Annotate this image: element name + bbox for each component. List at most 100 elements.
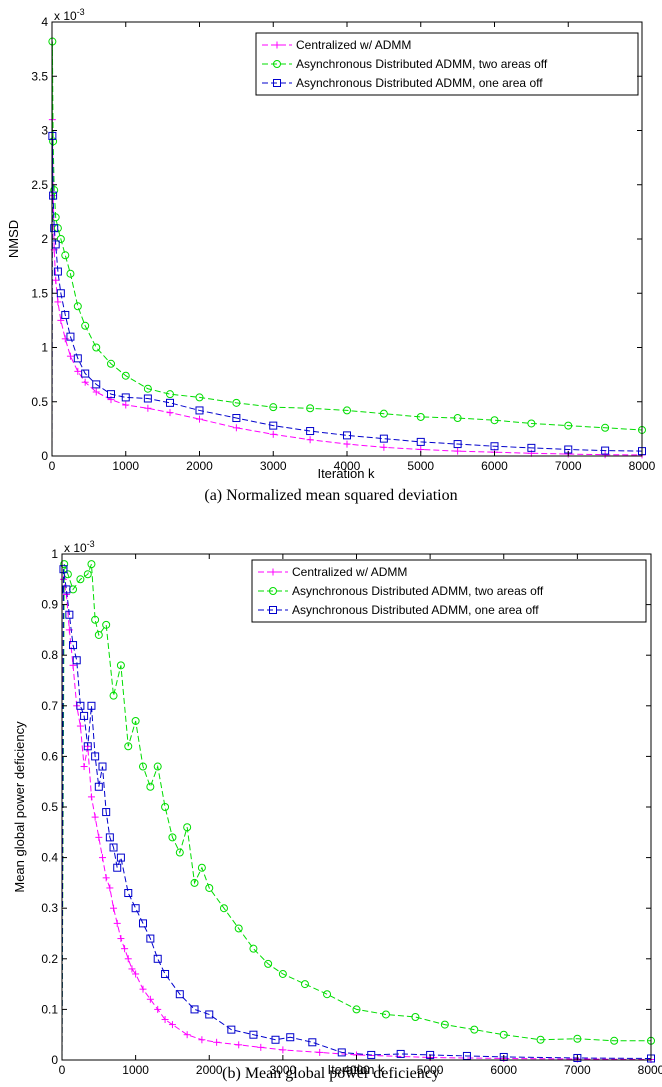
chart-b-series-line (61, 563, 651, 1061)
chart-b-series-line (61, 579, 652, 1061)
chart-a-data-point (73, 354, 82, 363)
y-tick-label: 0.9 (41, 598, 58, 612)
chart-a-exponent-label: x 10-3 (54, 7, 85, 23)
chart-b-data-point (83, 742, 92, 751)
chart-a-data-point (379, 434, 388, 443)
chart-a-data-point (53, 267, 62, 276)
chart-a-legend-item: Centralized w/ ADMM (262, 38, 411, 52)
chart-b-data-point (105, 833, 114, 842)
chart-b-data-point (116, 853, 125, 862)
chart-b-data-point (87, 560, 96, 569)
chart-a-data-point (66, 269, 75, 278)
chart-b-data-point (113, 919, 121, 927)
chart-b-data-point (59, 565, 68, 574)
chart-b-data-point (573, 1053, 582, 1062)
chart-a-data-point (343, 431, 351, 440)
chart-b-data-point (87, 793, 95, 801)
chart-b-data-point (198, 1036, 206, 1044)
chart-b-series-2 (59, 565, 655, 1063)
chart-b-data-point (161, 1016, 169, 1024)
chart-a-data-point (564, 421, 573, 430)
y-tick-label: 0 (51, 1053, 58, 1067)
chart-a-data-point (453, 440, 462, 449)
chart-b-data-point (308, 1038, 317, 1047)
chart-b-data-point (146, 782, 155, 791)
chart-b-data-point (219, 904, 228, 913)
y-tick-label: 1.5 (31, 286, 48, 300)
chart-a-x-axis-label: Iteration k (317, 466, 375, 481)
chart-a: x 10-3 Iteration k NMSD Centralized w/ A… (6, 7, 656, 481)
x-tick-label: 7000 (555, 459, 582, 473)
chart-a-data-point (81, 321, 90, 330)
x-tick-label: 5000 (417, 1063, 444, 1077)
chart-a-data-point (56, 235, 65, 243)
x-tick-label: 6000 (490, 1063, 517, 1077)
chart-a-data-point (232, 398, 241, 407)
chart-a-y-axis-label: NMSD (6, 220, 21, 258)
chart-b-legend: Centralized w/ ADMM Asynchronous Distribu… (251, 559, 647, 623)
chart-a-data-point (195, 406, 204, 415)
chart-b-data-point (235, 1041, 243, 1049)
chart-b-data-point (102, 808, 111, 817)
chart-b-legend-item: Centralized w/ ADMM (258, 565, 407, 579)
y-tick-label: 0.7 (41, 699, 58, 713)
legend-marker (273, 41, 281, 49)
chart-b-data-point (183, 1031, 191, 1039)
chart-b-data-point (91, 813, 99, 821)
chart-b-data-point (102, 874, 110, 882)
chart-a-data-point (269, 430, 277, 438)
chart-b-data-point (367, 1050, 376, 1059)
chart-b-data-point (76, 701, 85, 710)
chart-b-y-axis-label: Mean global power deficiency (12, 721, 27, 893)
y-tick-label: 2 (41, 232, 48, 246)
chart-a-data-point (527, 443, 536, 452)
chart-b-data-point (116, 661, 125, 670)
y-tick-label: 0.3 (41, 901, 58, 915)
chart-a-data-point (166, 398, 174, 407)
chart-a-data-point (143, 384, 152, 393)
chart-a-data-point (196, 415, 203, 423)
chart-a-data-point (601, 451, 609, 459)
chart-a-data-point (269, 421, 278, 430)
legend-marker (269, 606, 277, 614)
chart-a-data-point (601, 423, 610, 432)
chart-b-data-point (205, 883, 214, 892)
chart-a-data-point (490, 442, 499, 451)
chart-b-data-point (278, 969, 287, 978)
chart-b-data-point (168, 833, 177, 842)
y-tick-label: 2.5 (31, 178, 48, 192)
chart-b-data-point (234, 924, 243, 933)
chart-b-data-point (161, 803, 170, 811)
chart-b-plot-area (59, 560, 655, 1063)
chart-a-legend-box (255, 32, 639, 96)
chart-b-data-point (249, 944, 258, 953)
y-tick-label: 4 (41, 15, 48, 29)
caption-b: (b) Mean global power deficiency (222, 1065, 440, 1082)
chart-b-data-point (153, 762, 162, 771)
chart-b-data-point (227, 1025, 236, 1034)
chart-b-data-point (139, 985, 147, 993)
chart-a-data-point (379, 409, 388, 418)
chart-a-data-point (81, 378, 89, 386)
chart-b-data-point (190, 878, 199, 887)
chart-a-data-point (122, 401, 130, 409)
chart-a-series-line (51, 119, 643, 457)
legend-label: Asynchronous Distributed ADMM, one area … (292, 603, 539, 617)
x-tick-label: 6000 (481, 459, 508, 473)
y-tick-label: 0.8 (41, 648, 58, 662)
chart-a-data-point (49, 137, 58, 146)
y-tick-label: 1 (51, 547, 58, 561)
chart-b-data-point (264, 959, 273, 968)
y-tick-label: 0.2 (41, 952, 58, 966)
chart-b-data-point (279, 1046, 287, 1054)
chart-a-data-point (453, 414, 462, 423)
chart-b-data-point (146, 934, 155, 943)
x-tick-label: 2000 (186, 459, 213, 473)
chart-a-data-point (269, 403, 278, 412)
chart-b-data-point (175, 848, 184, 857)
legend-label: Asynchronous Distributed ADMM, two areas… (292, 584, 544, 598)
y-tick-label: 0.4 (41, 851, 58, 865)
chart-b-data-point (205, 1010, 214, 1019)
chart-b-data-point (462, 1051, 471, 1060)
chart-b-data-point (110, 904, 118, 912)
